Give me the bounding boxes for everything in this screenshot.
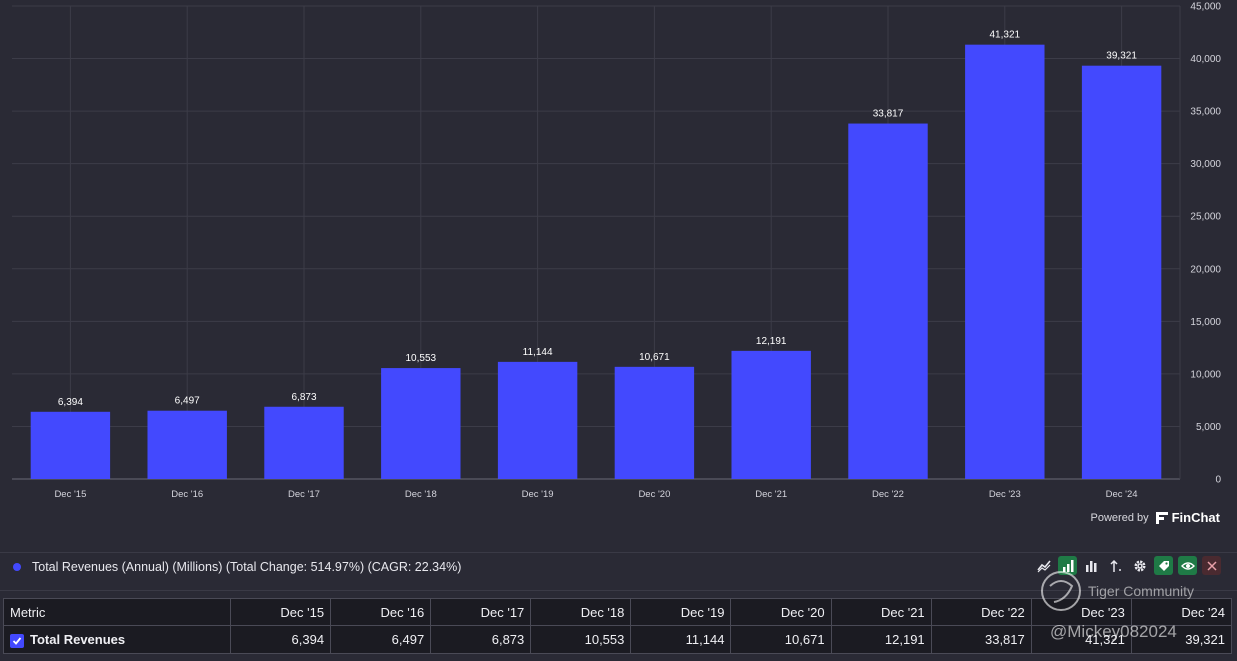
y-axis: 0 5,000 10,000 15,000 20,000 25,000 30,000 35,0… [1190, 2, 1221, 486]
col-header[interactable]: Dec '19 [630, 598, 732, 626]
y-tick-label: 30,000 [1190, 159, 1221, 170]
metric-name: Total Revenues [30, 631, 126, 647]
chart-toolbar [1034, 556, 1221, 575]
col-header[interactable]: Dec '17 [430, 598, 532, 626]
revenue-bar-chart: 6,394 6,497 6,873 10,553 11,144 10,671 12,191 3… [12, 2, 1221, 500]
table-cell: 33,817 [930, 625, 1032, 654]
table-header-row: Metric Dec '15 Dec '16 Dec '17 Dec '18 D… [3, 598, 1233, 626]
watermark-community: Tiger Community [1088, 583, 1195, 599]
data-label: 6,873 [291, 392, 316, 403]
col-header[interactable]: Dec '16 [330, 598, 432, 626]
legend-text: Total Revenues (Annual) (Millions) (Tota… [32, 560, 462, 574]
col-header[interactable]: Dec '22 [930, 598, 1032, 626]
table-cell: 10,671 [730, 625, 832, 654]
table-cell: 11,144 [630, 625, 732, 654]
col-header[interactable]: Dec '23 [1030, 598, 1132, 626]
bar [614, 366, 695, 479]
bar [848, 123, 928, 480]
finchat-brand: FinChat [1171, 510, 1220, 525]
bar [965, 44, 1045, 479]
divider [0, 552, 1237, 553]
data-label: 12,191 [756, 336, 787, 347]
x-tick-label: Dec '21 [755, 489, 787, 500]
tag-icon[interactable] [1154, 556, 1173, 575]
y-tick-label: 10,000 [1190, 369, 1221, 380]
col-header[interactable]: Dec '15 [229, 598, 332, 626]
gear-icon[interactable] [1130, 556, 1149, 575]
legend: Total Revenues (Annual) (Millions) (Tota… [0, 553, 1237, 581]
data-label: 41,321 [990, 30, 1021, 41]
table-cell: 6,497 [330, 625, 432, 654]
table-cell: 6,873 [430, 625, 532, 654]
x-tick-label: Dec '17 [288, 489, 320, 500]
grouped-bar-icon[interactable] [1082, 556, 1101, 575]
table-cell: 10,553 [530, 625, 632, 654]
col-header-metric[interactable]: Metric [3, 598, 231, 626]
data-table: Metric Dec '15 Dec '16 Dec '17 Dec '18 D… [3, 598, 1233, 654]
col-header[interactable]: Dec '24 [1130, 598, 1233, 626]
y-tick-label: 35,000 [1190, 107, 1221, 118]
x-tick-label: Dec '23 [989, 489, 1021, 500]
table-cell: 39,321 [1130, 625, 1233, 654]
data-label: 39,321 [1106, 51, 1137, 62]
bar-chart-icon[interactable] [1058, 556, 1077, 575]
table-cell: 6,394 [229, 625, 332, 654]
sort-icon[interactable] [1106, 556, 1125, 575]
y-tick-label: 45,000 [1190, 2, 1221, 13]
data-label: 10,553 [406, 353, 437, 364]
y-tick-label: 15,000 [1190, 317, 1221, 328]
x-tick-label: Dec '18 [405, 489, 437, 500]
data-label: 11,144 [523, 347, 553, 358]
data-label: 33,817 [873, 109, 904, 120]
x-tick-label: Dec '24 [1106, 489, 1138, 500]
y-tick-label: 25,000 [1190, 212, 1221, 223]
data-label: 10,671 [639, 352, 670, 363]
checkbox-icon[interactable] [10, 633, 24, 648]
eye-icon[interactable] [1178, 556, 1197, 575]
bar [147, 410, 227, 479]
x-axis: Dec '15 Dec '16 Dec '17 Dec '18 Dec '19 Dec '… [54, 489, 1137, 500]
col-header[interactable]: Dec '20 [730, 598, 832, 626]
finchat-logo: FinChat [1155, 510, 1220, 525]
powered-by-label: Powered by [1090, 511, 1149, 524]
y-tick-label: 20,000 [1190, 264, 1221, 275]
col-header[interactable]: Dec '18 [530, 598, 632, 626]
metric-cell[interactable]: Total Revenues [3, 625, 231, 654]
bars [30, 44, 1162, 480]
bar [731, 350, 811, 479]
x-tick-label: Dec '15 [54, 489, 86, 500]
x-tick-label: Dec '22 [872, 489, 904, 500]
x-tick-label: Dec '16 [171, 489, 203, 500]
finchat-logo-icon [1155, 511, 1168, 524]
x-tick-label: Dec '20 [638, 489, 670, 500]
table-cell: 41,321 [1030, 625, 1132, 654]
line-chart-icon[interactable] [1034, 556, 1053, 575]
bar [381, 368, 461, 479]
bar [497, 361, 578, 479]
data-label: 6,497 [175, 396, 200, 407]
y-tick-label: 5,000 [1196, 422, 1221, 433]
bar [30, 411, 111, 479]
powered-by: Powered by FinChat [1091, 510, 1220, 525]
value-labels: 6,394 6,497 6,873 10,553 11,144 10,671 12,191 3… [58, 30, 1137, 408]
y-tick-label: 40,000 [1190, 54, 1221, 65]
x-tick-label: Dec '19 [522, 489, 554, 500]
y-tick-label: 0 [1215, 475, 1221, 486]
table-cell: 12,191 [830, 625, 932, 654]
legend-dot [13, 563, 21, 571]
close-icon[interactable] [1202, 556, 1221, 575]
bar [1081, 65, 1162, 479]
data-label: 6,394 [58, 397, 83, 408]
table-row: Total Revenues 6,394 6,497 6,873 10,553 … [3, 625, 1233, 654]
col-header[interactable]: Dec '21 [830, 598, 932, 626]
bar [264, 406, 344, 479]
divider [0, 590, 1237, 591]
